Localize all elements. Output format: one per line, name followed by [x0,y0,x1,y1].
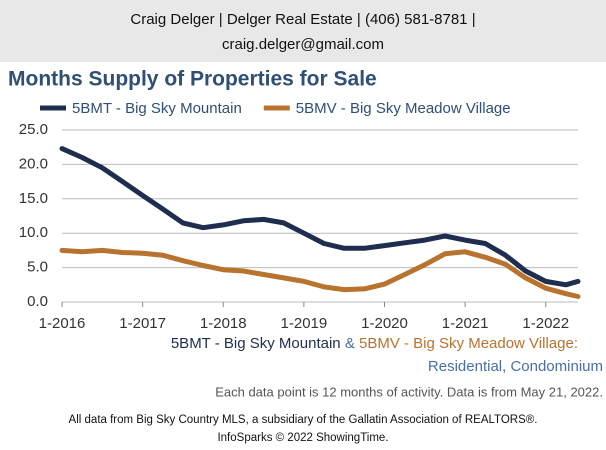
header-line: Craig Delger | Delger Real Estate | (406… [130,11,475,28]
caption-line: Residential, Condominium [428,358,603,375]
caption-and: & [345,335,355,352]
chart-title: Months Supply of Properties for Sale [8,68,377,91]
x-tick-label: 1-2016 [39,315,86,332]
x-tick-label: 1-2019 [281,315,328,332]
x-tick-label: 1-2018 [200,315,247,332]
header-band [0,0,606,62]
y-tick-label: 20.0 [19,155,48,172]
x-tick-label: 1-2022 [522,315,569,332]
caption-name: 5BMV - Big Sky Meadow Village [359,335,574,352]
series-line [59,146,581,288]
y-tick-label: 5.0 [27,259,48,276]
caption: 5BMT - Big Sky Mountain & 5BMV - Big Sky… [171,335,578,352]
footer-line: All data from Big Sky Country MLS, a sub… [69,414,538,426]
legend-label: 5BMV - Big Sky Meadow Village [296,100,511,117]
legend-label: 5BMT - Big Sky Mountain [72,100,242,117]
y-tick-label: 15.0 [19,190,48,207]
header-line: craig.delger@gmail.com [222,36,384,53]
y-tick-label: 10.0 [19,224,48,241]
x-tick-label: 1-2017 [119,315,166,332]
note: Each data point is 12 months of activity… [215,384,603,399]
caption-name: 5BMT - Big Sky Mountain [171,335,341,352]
x-tick-label: 1-2020 [361,315,408,332]
y-tick-label: 25.0 [19,121,48,138]
y-tick-label: 0.0 [27,293,48,310]
caption-end: : [574,335,578,352]
x-tick-label: 1-2021 [442,315,489,332]
footer-line: InfoSparks © 2022 ShowingTime. [217,432,388,444]
series-line [59,247,581,299]
